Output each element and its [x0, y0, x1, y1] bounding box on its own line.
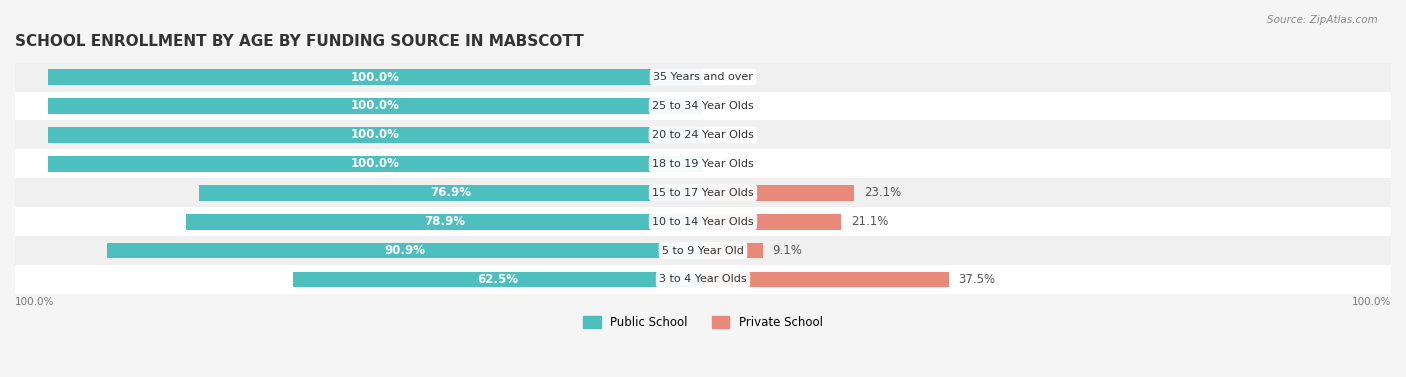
Text: 5 to 9 Year Old: 5 to 9 Year Old: [662, 245, 744, 256]
Text: 100.0%: 100.0%: [15, 297, 55, 307]
Text: Source: ZipAtlas.com: Source: ZipAtlas.com: [1267, 15, 1378, 25]
Text: 100.0%: 100.0%: [352, 129, 399, 141]
Text: 0.0%: 0.0%: [723, 70, 752, 84]
Text: 25 to 34 Year Olds: 25 to 34 Year Olds: [652, 101, 754, 111]
Text: 0.0%: 0.0%: [723, 100, 752, 112]
Bar: [703, 242, 762, 259]
Bar: [15, 265, 1391, 294]
Text: SCHOOL ENROLLMENT BY AGE BY FUNDING SOURCE IN MABSCOTT: SCHOOL ENROLLMENT BY AGE BY FUNDING SOUR…: [15, 34, 583, 49]
Text: 10 to 14 Year Olds: 10 to 14 Year Olds: [652, 217, 754, 227]
Text: 18 to 19 Year Olds: 18 to 19 Year Olds: [652, 159, 754, 169]
Bar: [15, 236, 1391, 265]
Text: 100.0%: 100.0%: [352, 70, 399, 84]
Text: 90.9%: 90.9%: [385, 244, 426, 257]
Bar: [15, 149, 1391, 178]
Text: 20 to 24 Year Olds: 20 to 24 Year Olds: [652, 130, 754, 140]
Bar: [48, 156, 703, 172]
Bar: [15, 178, 1391, 207]
Bar: [186, 214, 703, 230]
Text: 21.1%: 21.1%: [851, 215, 889, 228]
Bar: [15, 207, 1391, 236]
Text: 100.0%: 100.0%: [352, 157, 399, 170]
Bar: [15, 63, 1391, 92]
Bar: [15, 92, 1391, 120]
Text: 35 Years and over: 35 Years and over: [652, 72, 754, 82]
Text: 23.1%: 23.1%: [865, 186, 901, 199]
Text: 9.1%: 9.1%: [772, 244, 803, 257]
Bar: [703, 271, 949, 287]
Text: 100.0%: 100.0%: [352, 100, 399, 112]
Text: 0.0%: 0.0%: [723, 157, 752, 170]
Bar: [48, 98, 703, 114]
Text: 0.0%: 0.0%: [723, 129, 752, 141]
Text: 15 to 17 Year Olds: 15 to 17 Year Olds: [652, 188, 754, 198]
Bar: [703, 214, 841, 230]
Bar: [48, 127, 703, 143]
Bar: [294, 271, 703, 287]
Text: 37.5%: 37.5%: [959, 273, 995, 286]
Bar: [703, 185, 855, 201]
Bar: [15, 120, 1391, 149]
Legend: Public School, Private School: Public School, Private School: [579, 311, 827, 334]
Text: 62.5%: 62.5%: [478, 273, 519, 286]
Bar: [200, 185, 703, 201]
Bar: [107, 242, 703, 259]
Text: 78.9%: 78.9%: [425, 215, 465, 228]
Bar: [48, 69, 703, 85]
Text: 3 to 4 Year Olds: 3 to 4 Year Olds: [659, 274, 747, 285]
Text: 76.9%: 76.9%: [430, 186, 471, 199]
Text: 100.0%: 100.0%: [1351, 297, 1391, 307]
